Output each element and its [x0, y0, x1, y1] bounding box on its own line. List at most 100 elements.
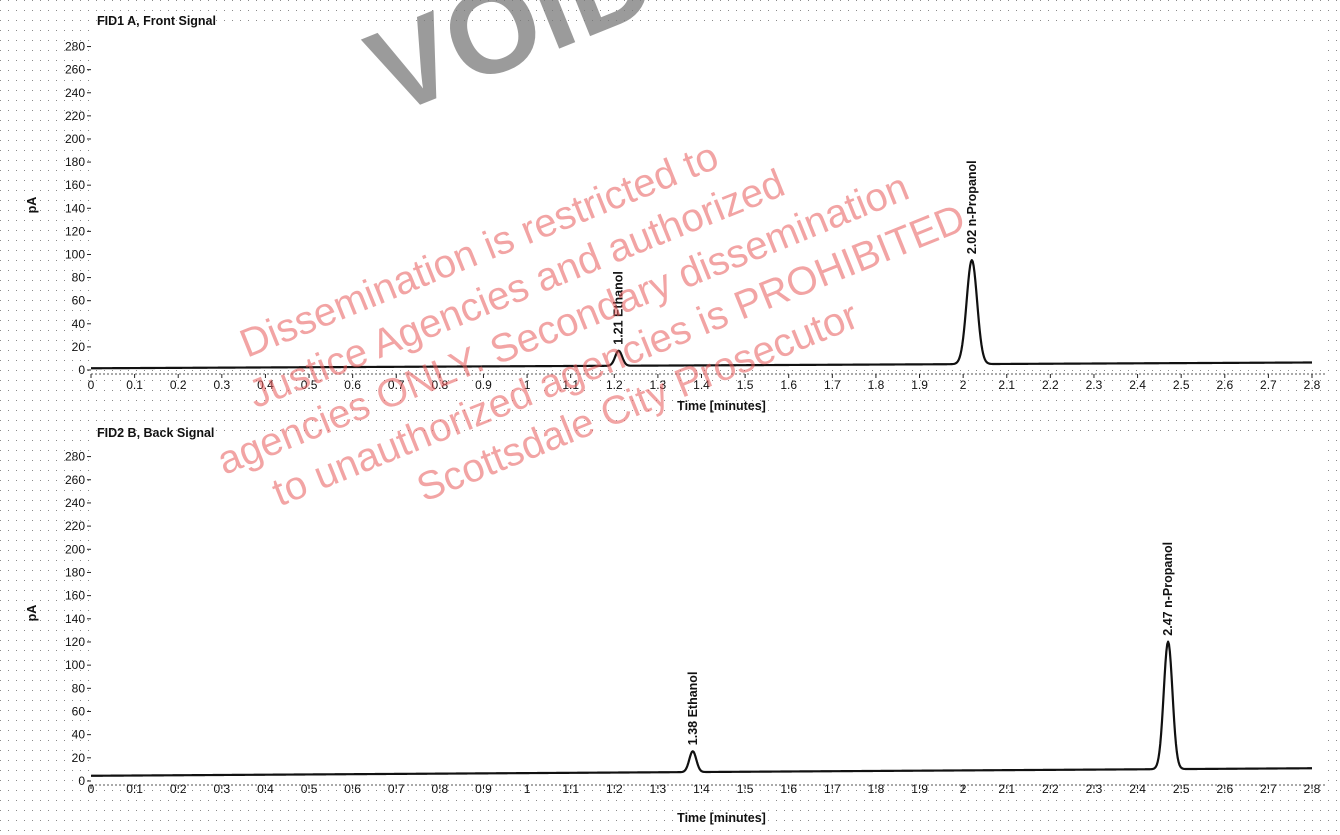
x-tick-label: 0.8	[432, 378, 449, 392]
y-tick-label: 240	[65, 496, 85, 510]
x-tick-label: 1.8	[868, 378, 885, 392]
x-tick-label: 1.3	[650, 782, 667, 796]
x-tick-label: 0.1	[126, 378, 143, 392]
y-tick-label: 100	[65, 658, 85, 672]
peak-label: 2.47 n-Propanol	[1161, 542, 1175, 636]
y-tick-label: 160	[65, 589, 85, 603]
x-tick-label: 0.6	[344, 378, 361, 392]
x-tick-label: 1.1	[562, 782, 579, 796]
x-tick-label: 0.1	[126, 782, 143, 796]
x-tick-label: 1.5	[737, 782, 754, 796]
x-tick-label: 0.9	[475, 378, 492, 392]
y-tick-label: 140	[65, 201, 85, 215]
x-tick-label: 1.3	[650, 378, 667, 392]
y-tick-label: 80	[72, 271, 86, 285]
y-tick-label: 100	[65, 247, 85, 261]
x-tick-label: 2.3	[1086, 782, 1103, 796]
x-tick-label: 1.7	[824, 378, 841, 392]
x-tick-label: 2.6	[1216, 378, 1233, 392]
y-tick-label: 80	[72, 681, 86, 695]
y-tick-label: 160	[65, 178, 85, 192]
x-tick-label: 1.4	[693, 378, 710, 392]
x-tick-label: 1.7	[824, 782, 841, 796]
y-axis-label: pA	[25, 605, 39, 622]
x-tick-label: 1.2	[606, 782, 623, 796]
x-tick-label: 1	[524, 378, 531, 392]
y-tick-label: 280	[65, 40, 85, 54]
x-tick-label: 2.2	[1042, 782, 1059, 796]
plot-area	[91, 30, 1326, 370]
x-tick-label: 2.6	[1216, 782, 1233, 796]
x-tick-label: 2.8	[1304, 782, 1321, 796]
y-tick-label: 180	[65, 565, 85, 579]
x-tick-label: 1.1	[562, 378, 579, 392]
y-tick-label: 260	[65, 63, 85, 77]
x-tick-label: 0.7	[388, 782, 405, 796]
y-tick-label: 280	[65, 450, 85, 464]
y-tick-label: 40	[72, 317, 86, 331]
x-tick-label: 1.9	[911, 782, 928, 796]
y-tick-label: 20	[72, 340, 86, 354]
y-tick-label: 140	[65, 612, 85, 626]
x-tick-label: 0.8	[432, 782, 449, 796]
x-tick-label: 1.6	[780, 782, 797, 796]
x-tick-label: 2	[960, 378, 967, 392]
x-tick-label: 2.1	[998, 782, 1015, 796]
y-tick-label: 220	[65, 519, 85, 533]
x-tick-label: 2.3	[1086, 378, 1103, 392]
x-tick-label: 2.4	[1129, 378, 1146, 392]
x-tick-label: 1.4	[693, 782, 710, 796]
y-tick-label: 60	[72, 294, 86, 308]
signal-trace	[90, 259, 1313, 370]
x-tick-label: 0	[88, 782, 95, 796]
x-tick-label: 0.2	[170, 378, 187, 392]
x-tick-label: 0.9	[475, 782, 492, 796]
chromatogram-panel-2: FID2 B, Back Signal020406080100120140160…	[25, 426, 1326, 825]
plot-area	[91, 440, 1326, 781]
x-tick-label: 2.5	[1173, 782, 1190, 796]
peak-label: 1.21 Ethanol	[612, 271, 626, 345]
x-tick-label: 0.5	[301, 378, 318, 392]
x-tick-label: 1.2	[606, 378, 623, 392]
x-tick-label: 0.2	[170, 782, 187, 796]
charts-layer: FID1 A, Front Signal02040608010012014016…	[25, 14, 1326, 825]
y-tick-label: 180	[65, 155, 85, 169]
y-tick-label: 200	[65, 132, 85, 146]
y-tick-label: 120	[65, 635, 85, 649]
x-tick-label: 0.6	[344, 782, 361, 796]
y-tick-label: 0	[78, 363, 85, 377]
chart-title: FID2 B, Back Signal	[97, 426, 214, 440]
x-axis-label: Time [minutes]	[677, 399, 766, 413]
y-axis-label: pA	[25, 197, 39, 214]
y-tick-label: 20	[72, 751, 86, 765]
x-tick-label: 2.1	[998, 378, 1015, 392]
x-tick-label: 0.5	[301, 782, 318, 796]
y-tick-label: 240	[65, 86, 85, 100]
x-tick-label: 2.7	[1260, 782, 1277, 796]
x-tick-label: 1.6	[780, 378, 797, 392]
x-tick-label: 0.7	[388, 378, 405, 392]
x-tick-label: 2.7	[1260, 378, 1277, 392]
peak-label: 1.38 Ethanol	[686, 672, 700, 746]
x-tick-label: 1.5	[737, 378, 754, 392]
chromatogram-panel-1: FID1 A, Front Signal 0 20 40 60 80 100 120 140 16…	[25, 14, 1326, 413]
x-tick-label: 0.4	[257, 378, 274, 392]
y-tick-label: 200	[65, 542, 85, 556]
x-tick-label: 1	[524, 782, 531, 796]
y-tick-label: 0	[78, 774, 85, 788]
x-tick-label: 1.8	[868, 782, 885, 796]
y-tick-label: 120	[65, 224, 85, 238]
x-tick-label: 0.3	[213, 782, 230, 796]
x-tick-label: 2	[960, 782, 967, 796]
peak-label: 2.02 n-Propanol	[965, 160, 979, 254]
y-tick-label: 40	[72, 728, 86, 742]
x-tick-label: 2.8	[1304, 378, 1321, 392]
y-tick-label: 260	[65, 473, 85, 487]
x-tick-label: 2.5	[1173, 378, 1190, 392]
chart-title: FID1 A, Front Signal	[97, 14, 216, 28]
signal-trace	[90, 640, 1313, 777]
x-tick-label: 1.9	[911, 378, 928, 392]
y-tick-label: 60	[72, 704, 86, 718]
x-tick-label: 2.4	[1129, 782, 1146, 796]
x-tick-label: 0.3	[213, 378, 230, 392]
